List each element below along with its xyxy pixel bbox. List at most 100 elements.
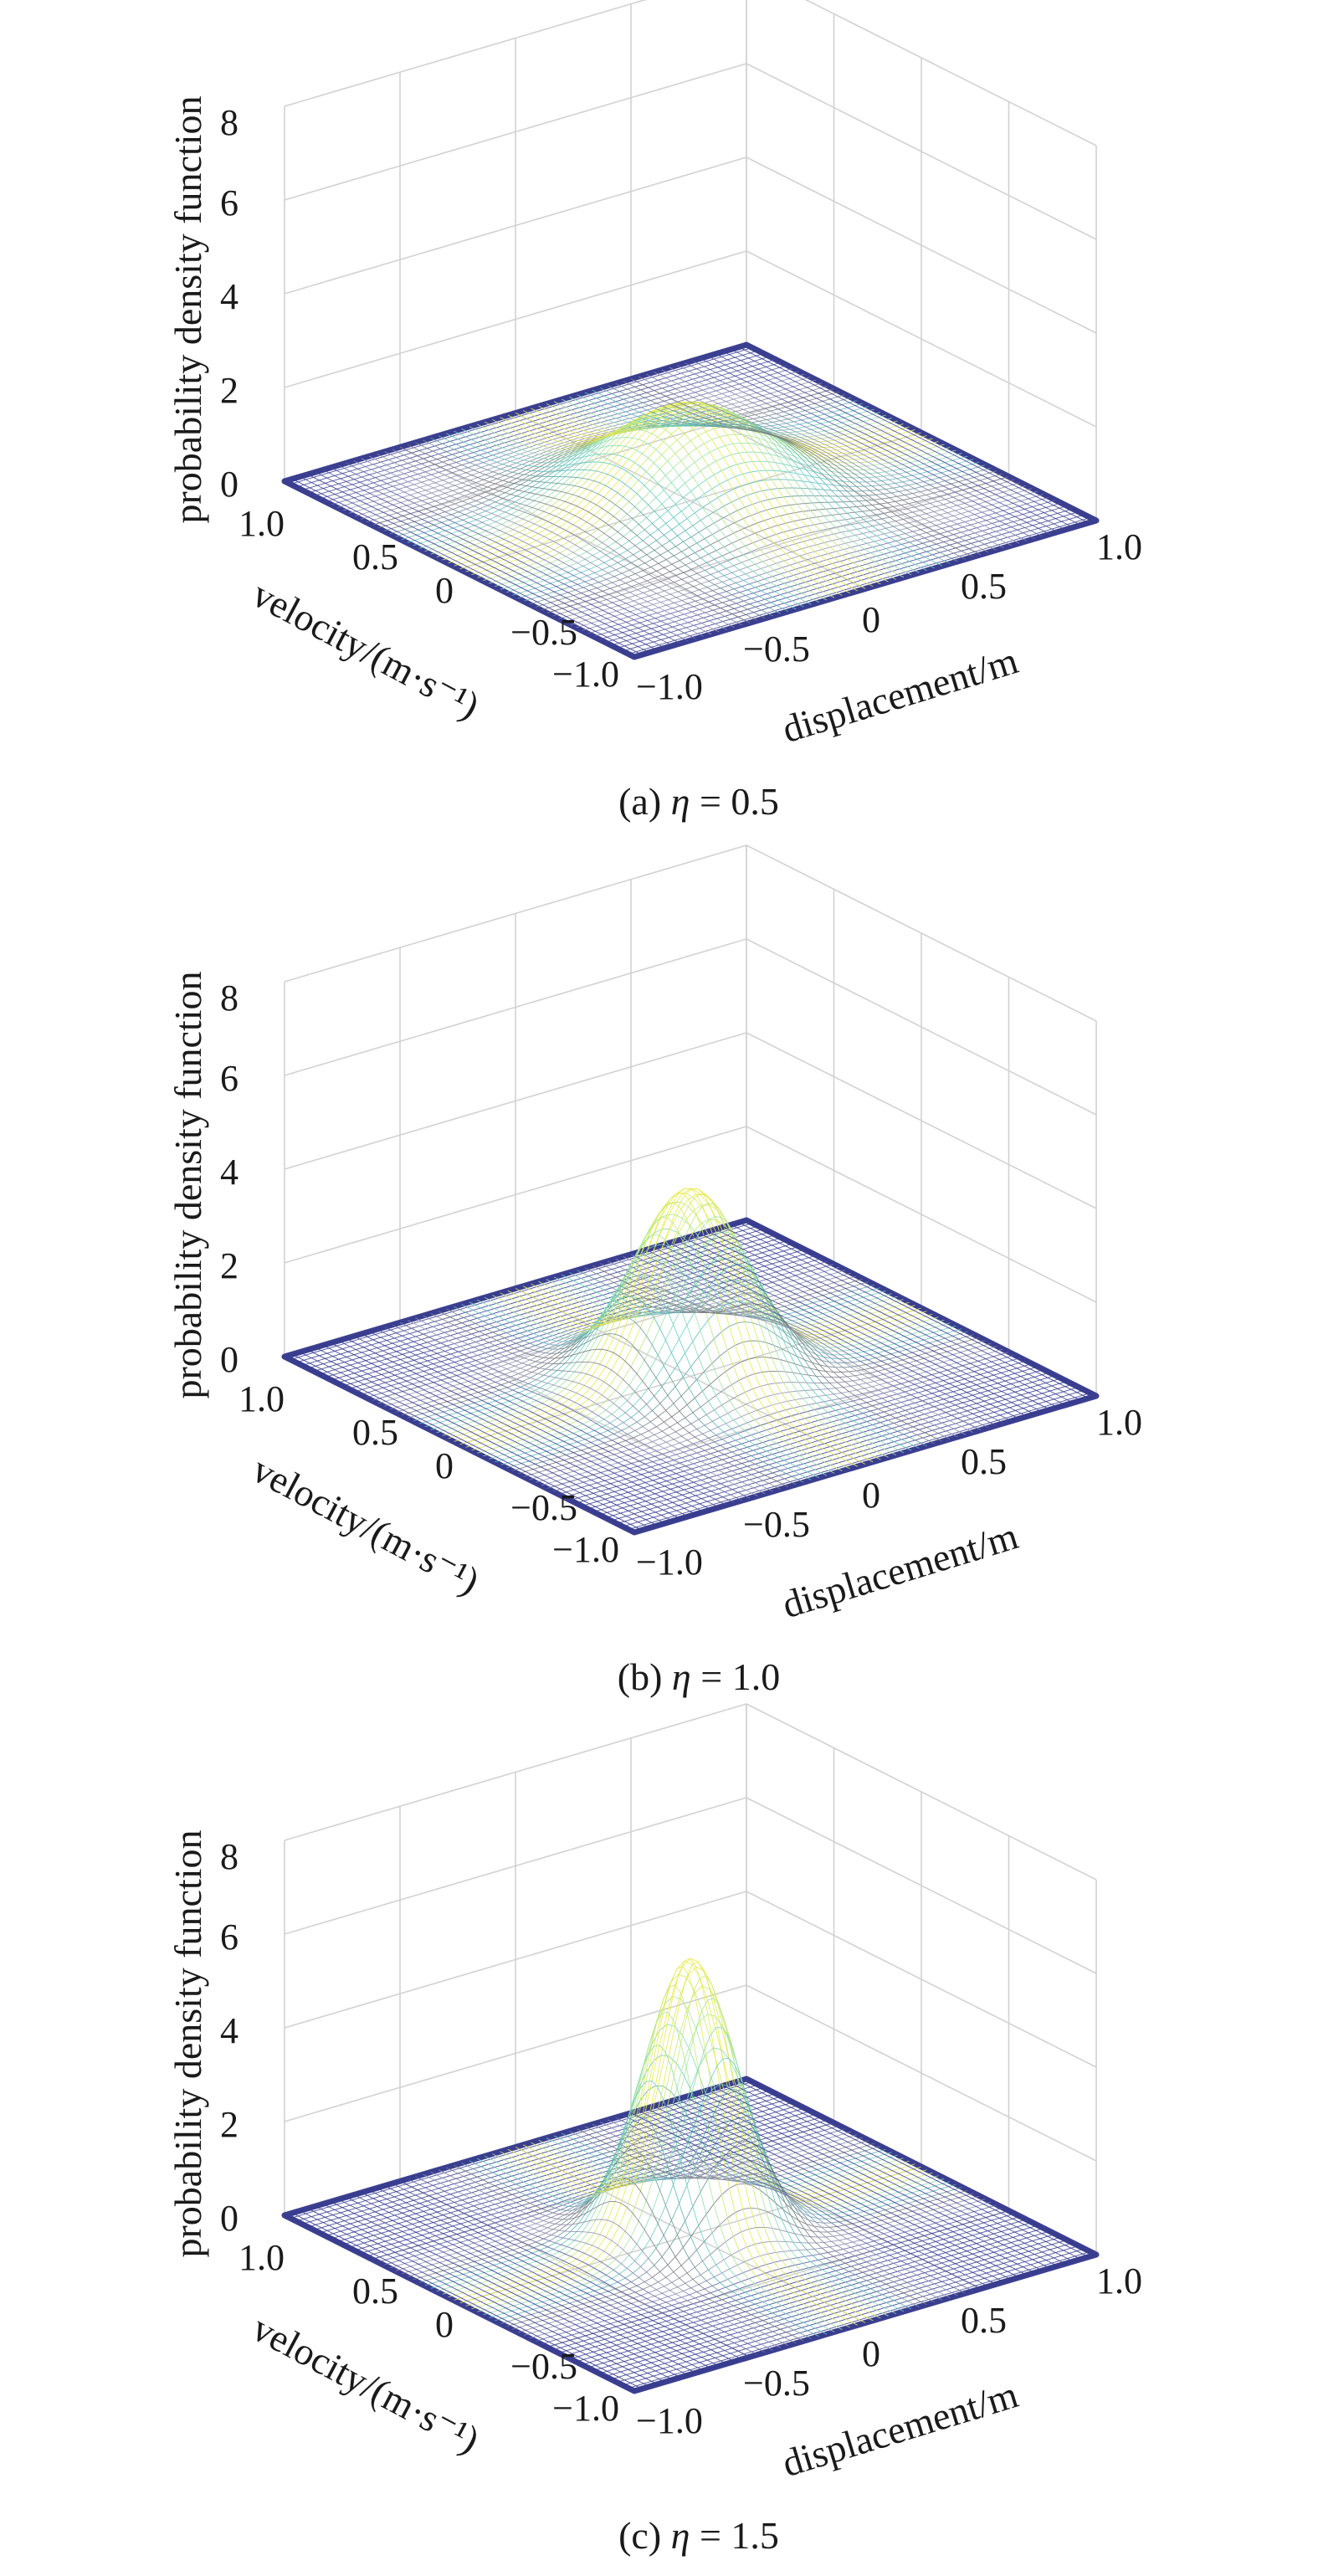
z-axis-label: probability density function — [167, 95, 209, 523]
caption-prefix: (b) — [618, 1655, 672, 1698]
z-tick-labels: 0 2 4 6 8 — [220, 978, 238, 1380]
z-tick-label: 0 — [220, 464, 238, 505]
surface-displacement-line — [438, 1311, 789, 1488]
surface-displacement-line — [500, 1984, 850, 2328]
surface-displacement-line — [685, 2096, 1035, 2274]
surface-displacement-line — [445, 2167, 797, 2344]
surface-displacement-line — [307, 1349, 658, 1527]
y-tick-label: 0.5 — [352, 2271, 398, 2312]
surface-displacement-line — [377, 453, 727, 630]
surface-displacement-line — [322, 2203, 674, 2380]
grid-line — [284, 1703, 747, 1841]
grid-line — [284, 0, 647, 107]
surface-displacement-line — [484, 2045, 835, 2332]
surface-displacement-line — [291, 1353, 643, 1531]
grid-line — [284, 1797, 747, 1935]
eta-symbol: η — [672, 1655, 691, 1698]
grid-line — [746, 157, 1097, 334]
surface-displacement-line — [522, 1188, 874, 1463]
surface-displacement-line — [399, 446, 751, 623]
z-tick-labels: 0 2 4 6 8 — [220, 102, 238, 505]
grid-line — [284, 844, 747, 983]
surface-displacement-line — [661, 1244, 1013, 1422]
surface-displacement-line — [646, 2107, 997, 2285]
surface-displacement-line — [284, 1356, 635, 1533]
surface-displacement-line — [476, 2081, 828, 2335]
y-tick-label: 1.0 — [238, 2237, 285, 2278]
surface-displacement-line — [407, 1320, 758, 1496]
panel-b: 0 2 4 6 8 1.0 0.5 0 −0.5 −1.0 −1.0 −0.5 … — [167, 844, 1142, 1698]
surface-displacement-line — [392, 449, 743, 626]
surface-displacement-line — [546, 2026, 897, 2315]
surface-displacement-line — [430, 1312, 782, 1490]
surface-displacement-line — [346, 2196, 696, 2373]
surface-displacement-line — [692, 1235, 1043, 1413]
grid-line — [284, 1126, 747, 1264]
surface-displacement-line — [515, 1188, 866, 1465]
surface-displacement-line — [569, 1264, 920, 1449]
surface-displacement-line — [430, 437, 782, 614]
surface-displacement-line — [676, 1239, 1028, 1417]
surface-displacement-line — [438, 435, 789, 613]
y-tick-label: −0.5 — [510, 2346, 577, 2387]
surface-displacement-line — [353, 1336, 705, 1512]
surface-displacement-line — [685, 1238, 1035, 1415]
surface-displacement-line — [507, 1193, 859, 1467]
z-tick-label: 0 — [220, 1339, 238, 1380]
surface-displacement-line — [330, 1342, 681, 1520]
surface-displacement-line — [623, 380, 974, 557]
surface-displacement-line — [415, 442, 766, 619]
surface-displacement-line — [284, 2214, 635, 2392]
surface-displacement-line — [638, 2110, 989, 2287]
panel-caption: (c) η = 1.5 — [618, 2514, 779, 2557]
grid-line — [746, 844, 1097, 1022]
surface-displacement-line — [646, 1249, 997, 1426]
z-tick-label: 6 — [220, 182, 238, 223]
surface-displacement-line — [715, 1229, 1066, 1406]
x-axis-label: displacement/m — [777, 2373, 1023, 2485]
grid-line — [746, 1126, 1097, 1303]
surface-displacement-line — [461, 1296, 812, 1480]
x-tick-label: 0.5 — [961, 1441, 1007, 1482]
surface-displacement-line — [531, 1193, 881, 1460]
surface-displacement-line — [430, 2171, 782, 2348]
surface-displacement-line — [638, 1251, 989, 1429]
surface-displacement-line — [584, 2126, 936, 2303]
z-tick-label: 6 — [220, 1917, 238, 1958]
surface-displacement-line — [338, 1340, 689, 1517]
surface-displacement-line — [346, 1337, 696, 1515]
x-tick-label: −1.0 — [636, 1542, 703, 1583]
z-tick-label: 2 — [220, 1245, 238, 1286]
surface-displacement-line — [707, 1231, 1059, 1409]
caption-value: = 1.0 — [691, 1655, 780, 1698]
surface-displacement-line — [661, 369, 1013, 547]
surface-displacement-line — [399, 1321, 751, 1499]
y-tick-label: 0.5 — [352, 536, 398, 577]
panel-c: 0 2 4 6 8 1.0 0.5 0 −0.5 −1.0 −1.0 −0.5 … — [167, 1703, 1142, 2557]
grid-line — [746, 1703, 1097, 1881]
surface-displacement-line — [623, 2115, 974, 2291]
surface-displacement-line — [553, 2058, 905, 2312]
x-tick-label: 0 — [862, 2333, 880, 2374]
x-tick-label: −1.0 — [636, 2400, 703, 2441]
z-tick-label: 4 — [220, 1152, 238, 1193]
surface-displacement-line — [661, 2103, 1013, 2281]
grid-line — [284, 938, 747, 1076]
surface-displacement-line — [291, 2212, 643, 2389]
surface-displacement-line — [384, 451, 735, 629]
z-tick-label: 4 — [220, 276, 238, 317]
surface-displacement-line — [700, 1233, 1051, 1410]
surface-displacement-line — [723, 1226, 1074, 1403]
surface-displacement-line — [368, 2189, 720, 2367]
x-tick-label: 0.5 — [961, 566, 1007, 607]
surface-displacement-line — [723, 351, 1074, 528]
surface-displacement-line — [423, 439, 773, 617]
surface-displacement-line — [623, 1256, 974, 1433]
surface-displacement-line — [338, 464, 689, 642]
caption-value: = 1.5 — [690, 2514, 778, 2557]
grid-line — [746, 1984, 1097, 2162]
grid-line — [284, 63, 747, 201]
surface-displacement-line — [377, 2187, 727, 2364]
surface-displacement-line — [454, 2164, 804, 2342]
surface-displacement-line — [561, 2089, 912, 2310]
